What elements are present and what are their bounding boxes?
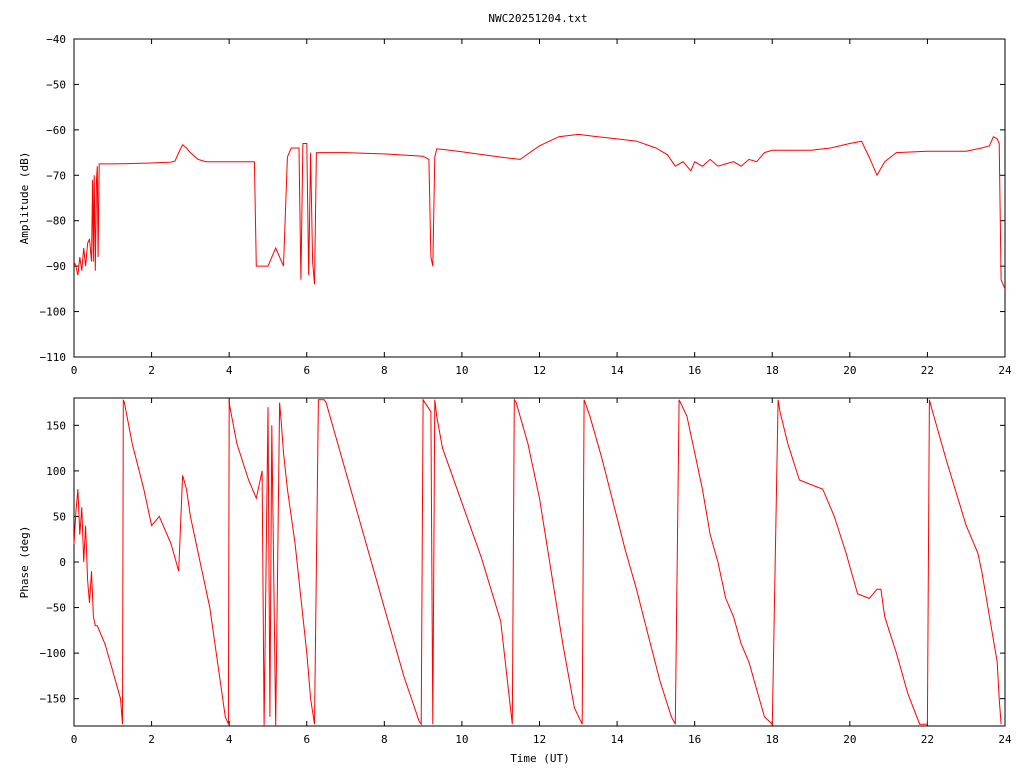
y-tick-label: −90 [46,260,66,273]
phase-axis-ticks: 0 2 4 6 8 10 12 14 16 18 20 22 24150100500−50−100−15… [40,398,1012,746]
x-tick-label: 4 [226,364,233,377]
x-tick-label: 14 [610,364,624,377]
x-tick-label: 18 [766,364,779,377]
amplitude-line [73,133,1006,290]
x-tick-label: 12 [533,733,546,746]
y-tick-label: 0 [59,556,66,569]
x-tick-label: 2 [148,364,155,377]
y-tick-label: −110 [40,351,67,364]
x-tick-label: 16 [688,364,701,377]
y-tick-label: −100 [40,306,67,319]
y-tick-label: 50 [53,510,66,523]
x-tick-label: 6 [303,733,310,746]
x-tick-label: 8 [381,733,388,746]
x-tick-label: 6 [303,364,310,377]
y-tick-label: 150 [46,419,66,432]
x-tick-label: 20 [843,733,856,746]
x-tick-label: 22 [921,364,934,377]
x-tick-label: 24 [998,364,1012,377]
x-tick-label: 8 [381,364,388,377]
x-tick-label: 18 [766,733,779,746]
amplitude-y-axis-label: Amplitude (dB) [18,152,31,245]
phase-y-axis-label: Phase (deg) [18,526,31,599]
x-tick-label: 14 [610,733,624,746]
amplitude-series [73,133,1006,290]
y-tick-label: −70 [46,169,66,182]
x-tick-label: 16 [688,733,701,746]
x-axis-label: Time (UT) [510,752,570,765]
y-tick-label: −150 [40,693,67,706]
y-tick-label: 100 [46,465,66,478]
y-tick-label: −50 [46,78,66,91]
amplitude-panel: NWC20251204.txt 0 2 4 6 8 10 12 14 16 18 20 22 24−40… [18,12,1012,377]
chart-title: NWC20251204.txt [488,12,587,25]
y-tick-label: −80 [46,215,66,228]
y-tick-label: −40 [46,33,66,46]
phase-series [73,398,1002,727]
x-tick-label: 0 [71,364,78,377]
y-tick-label: −50 [46,602,66,615]
x-tick-label: 12 [533,364,546,377]
phase-line [73,398,1002,727]
x-tick-label: 10 [455,364,468,377]
y-tick-label: −100 [40,647,67,660]
amplitude-axis-ticks: 0 2 4 6 8 10 12 14 16 18 20 22 24−40−50−60−70−80−90−… [40,33,1012,377]
x-tick-label: 2 [148,733,155,746]
y-tick-label: −60 [46,124,66,137]
x-tick-label: 22 [921,733,934,746]
x-tick-label: 24 [998,733,1012,746]
x-tick-label: 4 [226,733,233,746]
x-tick-label: 0 [71,733,78,746]
x-tick-label: 10 [455,733,468,746]
phase-panel: 0 2 4 6 8 10 12 14 16 18 20 22 24150100500−50−100−15… [18,397,1012,765]
x-tick-label: 20 [843,364,856,377]
